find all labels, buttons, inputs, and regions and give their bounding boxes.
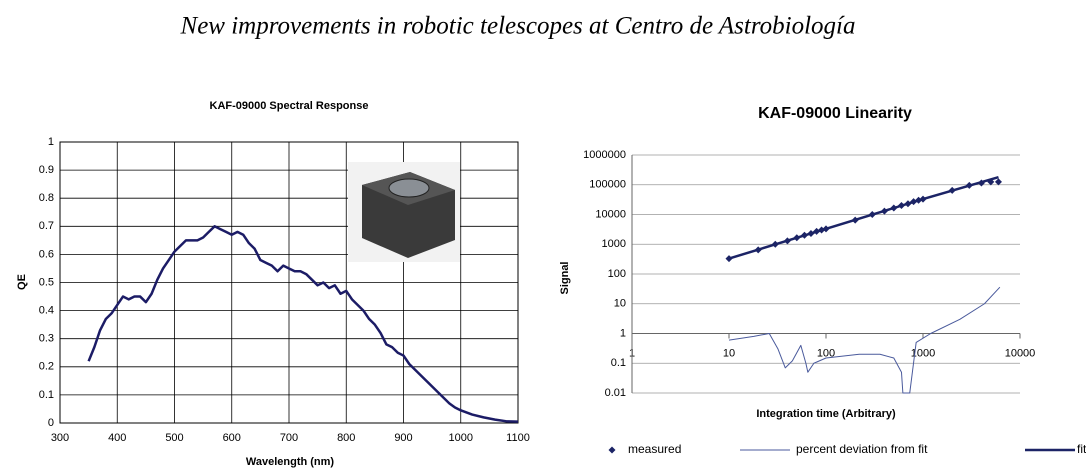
y-tick-label: 0.4 (39, 305, 54, 317)
x-tick-label: 1000 (449, 432, 473, 444)
y-tick-label: 10000 (595, 208, 626, 220)
x-tick-label: 500 (165, 432, 183, 444)
x-axis-label: Integration time (Arbitrary) (756, 408, 896, 420)
y-tick-label: 1000 (602, 238, 626, 250)
y-tick-label: 0.9 (39, 164, 54, 176)
legend-label: percent deviation from fit (796, 442, 928, 456)
y-tick-label: 0.6 (39, 248, 54, 260)
y-tick-label: 1000000 (583, 149, 626, 161)
y-tick-label: 0.3 (39, 333, 54, 345)
x-tick-label: 10000 (1005, 347, 1036, 359)
x-axis-label: Wavelength (nm) (246, 456, 335, 468)
chart-title: KAF-09000 Spectral Response (210, 100, 369, 112)
x-tick-label: 800 (337, 432, 355, 444)
y-tick-label: 100 (608, 268, 626, 280)
x-tick-label: 600 (223, 432, 241, 444)
y-tick-label: 0.7 (39, 220, 54, 232)
y-axis-label: QE (16, 274, 28, 290)
y-tick-label: 0.8 (39, 192, 54, 204)
x-tick-label: 100 (817, 347, 835, 359)
chart-title: KAF-09000 Linearity (758, 105, 912, 122)
y-tick-label: 0.01 (605, 387, 626, 399)
camera-window (388, 178, 430, 198)
x-tick-label: 300 (51, 432, 69, 444)
y-tick-label: 1 (48, 136, 54, 148)
data-point (994, 178, 1002, 186)
y-tick-label: 10 (614, 298, 626, 310)
x-tick-label: 1100 (506, 432, 530, 444)
x-tick-label: 900 (394, 432, 412, 444)
x-tick-label: 400 (108, 432, 126, 444)
x-tick-label: 700 (280, 432, 298, 444)
legend-label: fit (1077, 442, 1086, 456)
y-tick-label: 0 (48, 417, 54, 429)
camera-photo (348, 162, 460, 262)
y-tick-label: 100000 (589, 179, 626, 191)
plot-frame (59, 141, 519, 424)
y-tick-label: 0.1 (39, 389, 54, 401)
page-title: New improvements in robotic telescopes a… (180, 13, 856, 40)
y-tick-label: 0.2 (39, 361, 54, 373)
series-line (728, 175, 999, 260)
x-tick-label: 1000 (911, 347, 935, 359)
series-line (728, 286, 1001, 394)
x-tick-label: 10 (723, 347, 735, 359)
y-axis-label: Signal (559, 261, 571, 294)
legend-marker (608, 446, 616, 454)
series-line (87, 225, 519, 423)
y-tick-label: 1 (620, 327, 626, 339)
legend-label: measured (628, 442, 681, 456)
y-tick-label: 0.1 (611, 357, 626, 369)
y-tick-label: 0.5 (39, 276, 54, 288)
